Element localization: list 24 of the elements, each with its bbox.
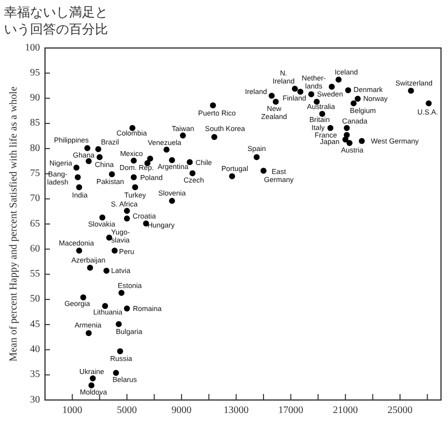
y-tick-label: 35 (30, 369, 40, 380)
y-tick-label: 75 (30, 168, 40, 180)
y-tick-label: 30 (30, 394, 40, 406)
y-tick-label: 45 (30, 318, 40, 330)
x-tick-label: 17000 (278, 405, 304, 416)
x-tick-label: 5000 (116, 405, 137, 416)
chart-title: 幸福ないし満足という回答の百分比 (4, 4, 108, 36)
x-tick-label: 25000 (388, 405, 413, 416)
y-tick-label: 90 (30, 92, 40, 104)
y-tick-label: 100 (25, 42, 40, 54)
x-tick-label: 9000 (172, 405, 192, 416)
x-tick-label: 13000 (224, 405, 249, 416)
y-axis-title: Mean of percent Happy and percent Satisfied with life as a whole (8, 86, 20, 362)
y-tick-label: 70 (30, 193, 40, 204)
y-tick-label: 65 (30, 218, 40, 230)
y-tick-label: 55 (30, 268, 40, 280)
y-tick-label: 95 (30, 67, 40, 78)
y-tick-label: 80 (30, 142, 40, 154)
y-tick-label: 40 (30, 344, 40, 356)
y-tick-label: 85 (30, 118, 40, 129)
x-tick-label: 1000 (62, 405, 82, 416)
y-tick-label: 50 (30, 294, 40, 305)
y-tick-label: 60 (30, 243, 40, 254)
x-tick-label: 21000 (332, 405, 358, 416)
